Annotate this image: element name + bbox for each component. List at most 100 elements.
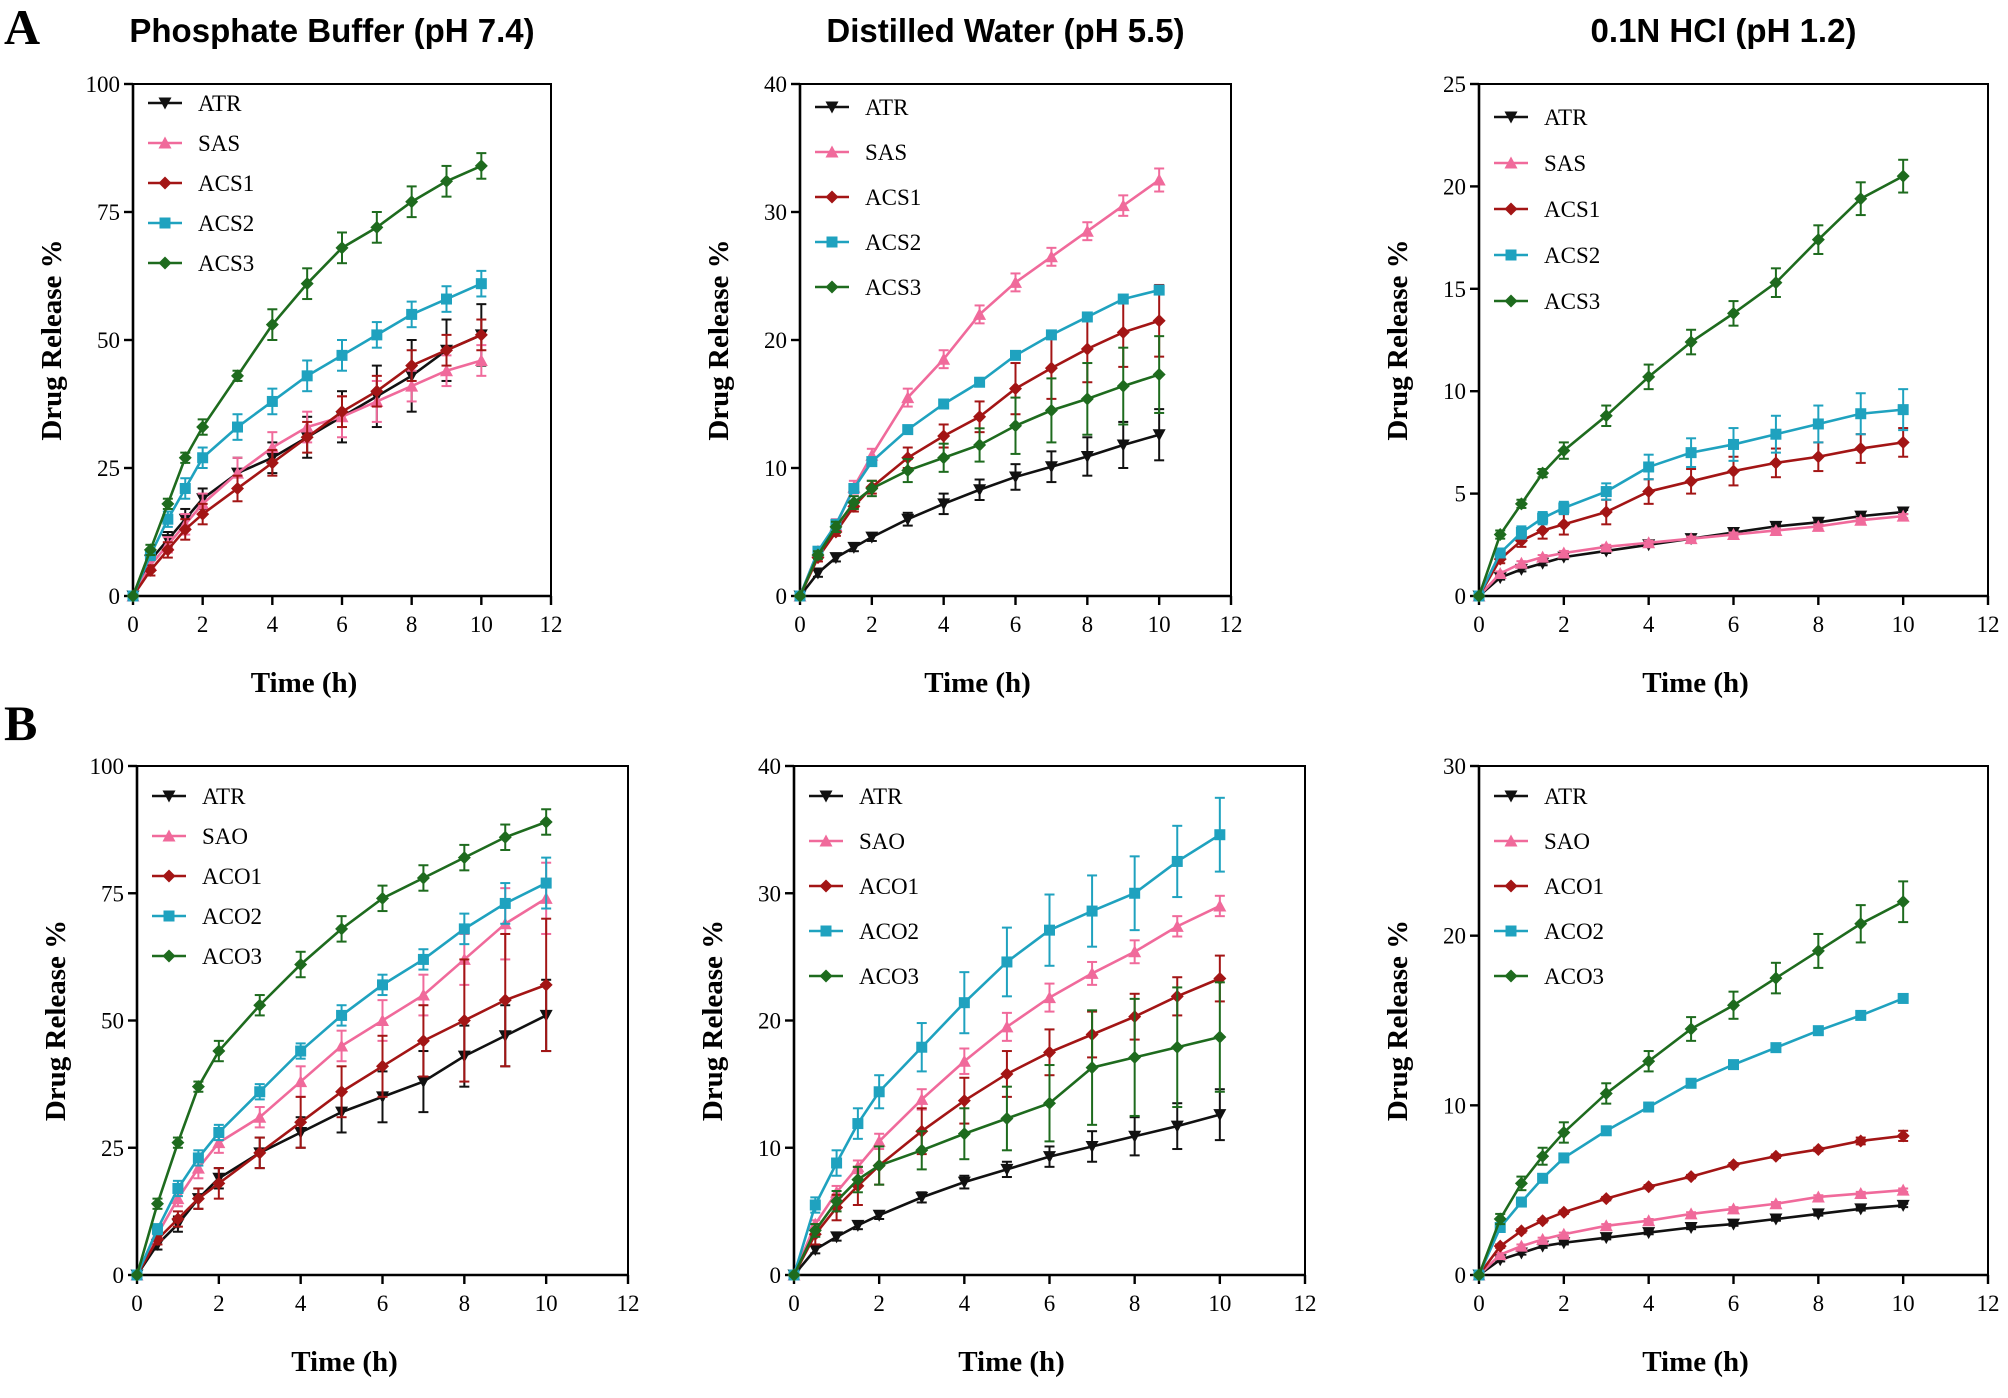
chart-6-aco3-point	[1684, 1022, 1698, 1036]
chart-1-acs3-point	[143, 543, 157, 557]
chart-1-acs2-point	[232, 421, 243, 433]
chart-4-legend-marker-aco1	[162, 869, 176, 883]
chart-2-legend-label-sas: SAS	[865, 140, 907, 165]
chart-5-aco3-point	[1128, 1050, 1142, 1064]
chart-3-x-axis-title: Time (h)	[1642, 667, 1749, 699]
chart-5-atr-point	[1085, 1140, 1099, 1153]
chart-2-y-tick-label: 0	[776, 584, 788, 609]
chart-5-aco3-point	[830, 1194, 844, 1208]
chart-5-sao-point	[872, 1134, 886, 1147]
chart-3-acs3-point	[1472, 589, 1486, 603]
chart-6: 0 2 4 6 8 10 12 0 10 20 30 Time (h) Drug Release % AT…	[1382, 754, 2000, 1378]
chart-3-acs1-point	[1896, 435, 1910, 449]
chart-6-aco1-point	[1684, 1170, 1698, 1184]
chart-4-legend: ATR SAO ACO1 ACO2 ACO3	[152, 784, 262, 969]
chart-3-acs3-point	[1536, 466, 1550, 480]
chart-6-aco1-point	[1557, 1205, 1571, 1219]
chart-5-x-tick-label: 4	[959, 1291, 971, 1316]
chart-3-acs3-point	[1727, 306, 1740, 320]
chart-5-x-tick-label: 2	[873, 1291, 885, 1316]
chart-1-legend-label-acs2: ACS2	[198, 211, 254, 236]
chart-6-sao-point	[1727, 1202, 1740, 1215]
chart-4-aco2-point	[213, 1126, 225, 1138]
chart-2-x-tick-label: 0	[794, 612, 806, 637]
chart-2-acs3-point	[1044, 403, 1058, 417]
chart-1-acs3-point	[161, 497, 175, 511]
chart-3-acs3-point	[1599, 409, 1613, 423]
chart-3: 0 2 4 6 8 10 12 0 5 10 15 20 25 Time (h) Drug Release …	[1382, 12, 2000, 699]
chart-3-series-sas	[1472, 509, 1910, 602]
chart-5-aco2-point	[873, 1086, 885, 1098]
chart-1-title: Phosphate Buffer (pH 7.4)	[129, 12, 534, 49]
chart-2-sas-point	[1044, 250, 1058, 263]
chart-5-legend-marker-aco1	[819, 879, 833, 893]
chart-4-aco2-point	[417, 953, 429, 965]
chart-6-aco2-point	[1600, 1125, 1612, 1137]
chart-6-legend-label-sao: SAO	[1544, 829, 1590, 854]
chart-2-y-axis-title: Drug Release %	[703, 239, 735, 440]
chart-3-acs1-point	[1557, 517, 1571, 531]
chart-2-acs2-point	[848, 482, 860, 494]
chart-3-y-tick-label: 25	[1443, 72, 1466, 97]
chart-3-y-axis-title: Drug Release %	[1382, 239, 1414, 440]
chart-4-aco3-point	[253, 998, 267, 1012]
chart-1-acs3-point	[178, 451, 192, 465]
chart-5-legend: ATR SAO ACO1 ACO2 ACO3	[809, 784, 919, 989]
chart-2-y-tick-label: 30	[764, 200, 787, 225]
chart-6-aco3-point	[1769, 971, 1783, 985]
chart-6-atr-point	[1727, 1218, 1740, 1231]
chart-4-aco3-point	[539, 815, 553, 829]
chart-1-acs3-point	[265, 318, 279, 332]
chart-6-aco3-point	[1727, 998, 1740, 1012]
chart-5-sao-point	[1000, 1020, 1014, 1033]
chart-6-y-tick-label: 20	[1443, 924, 1466, 949]
chart-6-atr-point	[1599, 1232, 1613, 1245]
chart-1-legend-marker-acs1	[158, 176, 172, 190]
chart-2-atr-point	[901, 513, 915, 526]
chart-5-aco3-point	[1085, 1061, 1099, 1075]
chart-3-x-tick-label: 8	[1813, 612, 1825, 637]
chart-1-acs1-point	[196, 507, 210, 521]
chart-3-x-tick-label: 6	[1728, 612, 1740, 637]
chart-4-aco1-point	[294, 1115, 308, 1129]
chart-3-acs3-point	[1896, 169, 1910, 183]
chart-6-aco1-point	[1599, 1192, 1613, 1206]
chart-3-acs3-point	[1769, 276, 1783, 290]
chart-4-x-tick-label: 6	[377, 1291, 389, 1316]
chart-2-atr-point	[1116, 439, 1130, 452]
chart-3-acs2-point	[1770, 428, 1782, 440]
chart-2-atr-point	[1044, 461, 1058, 474]
chart-2-series-atr	[793, 408, 1166, 603]
chart-2-sas-point	[937, 352, 951, 365]
chart-2-legend-label-acs3: ACS3	[865, 275, 921, 300]
chart-6-aco3-point	[1642, 1054, 1656, 1068]
chart-5-aco3-point	[808, 1223, 822, 1237]
chart-5-sao-point	[1085, 966, 1099, 979]
chart-6-aco2-point	[1855, 1009, 1867, 1021]
chart-2-legend-label-atr: ATR	[865, 95, 909, 120]
chart-6-x-tick-label: 2	[1558, 1291, 1570, 1316]
chart-5-sao-point	[1213, 899, 1227, 912]
chart-6-aco1-point	[1493, 1239, 1507, 1253]
chart-6-aco2-point	[1770, 1042, 1782, 1054]
chart-5-atr-point	[915, 1191, 929, 1204]
chart-4-aco1-point	[376, 1059, 389, 1073]
chart-3-y-tick-label: 0	[1455, 584, 1467, 609]
chart-2-y-tick-label: 10	[764, 456, 787, 481]
chart-5-atr-point	[872, 1209, 886, 1222]
chart-4-sao-point	[191, 1161, 205, 1174]
chart-6-legend-label-aco1: ACO1	[1544, 874, 1604, 899]
chart-1-acs1-point	[474, 328, 488, 342]
chart-1-acs1-point	[440, 343, 453, 357]
chart-1-legend-marker-sas	[158, 136, 172, 149]
chart-6-sao-point	[1811, 1190, 1825, 1203]
chart-3-legend-label-acs3: ACS3	[1544, 289, 1600, 314]
chart-4-aco1-point	[498, 993, 512, 1007]
chart-1-series-acs1	[126, 318, 488, 603]
chart-6-aco2-point	[1897, 992, 1909, 1004]
chart-6-aco3-point	[1514, 1176, 1528, 1190]
chart-3-acs2-point	[1643, 461, 1655, 473]
chart-1-x-axis-title: Time (h)	[251, 667, 358, 699]
chart-5-sao-point	[1043, 991, 1056, 1004]
chart-2-acs3-point	[811, 548, 825, 562]
